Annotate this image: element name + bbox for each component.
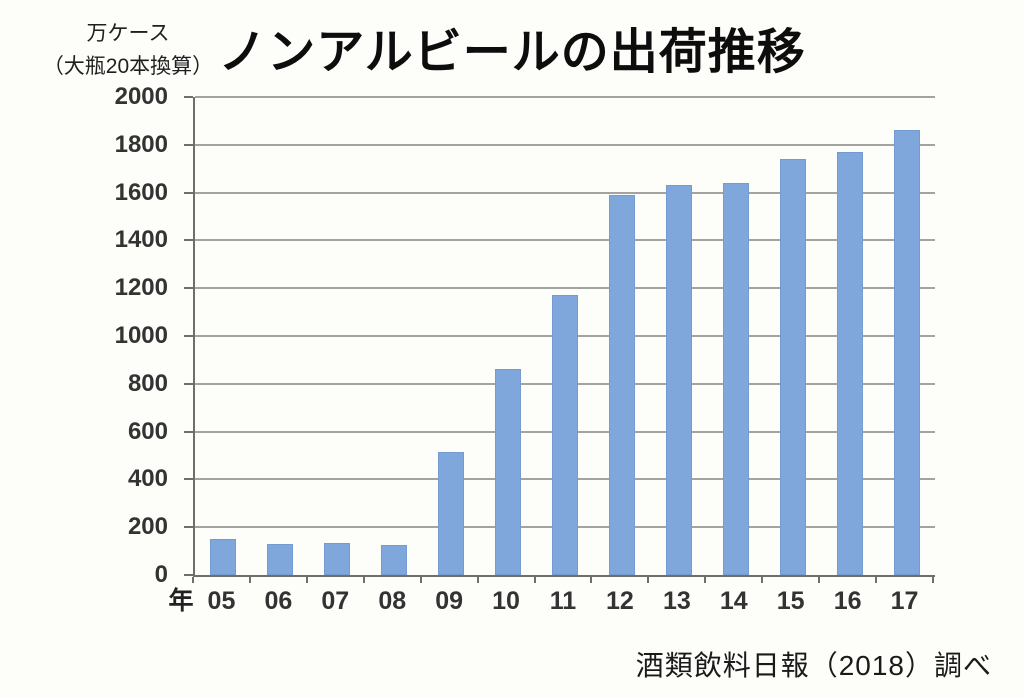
bar-05 [210, 539, 237, 575]
x-tick-7 [590, 577, 593, 583]
x-tick-label-06: 06 [264, 587, 293, 615]
x-tick-label-09: 09 [435, 587, 464, 615]
gridline-1800 [195, 143, 935, 146]
y-tick-200 [184, 526, 193, 529]
gridline-1600 [195, 191, 935, 194]
y-axis-unit-line2: （大瓶20本換算） [42, 54, 214, 78]
chart-title: ノンアルビールの出荷推移 [218, 26, 806, 79]
x-tick-label-15: 15 [776, 587, 805, 615]
y-tick-label-1600: 1600 [114, 178, 168, 206]
x-tick-label-05: 05 [207, 587, 236, 615]
y-axis-ticks [184, 96, 193, 576]
y-tick-1600 [184, 191, 193, 194]
gridline-1200 [195, 287, 935, 290]
y-tick-800 [184, 382, 193, 385]
y-tick-label-1400: 1400 [114, 226, 168, 254]
bar-11 [552, 295, 578, 575]
y-tick-1800 [184, 143, 193, 146]
y-tick-600 [184, 430, 193, 433]
y-tick-label-600: 600 [127, 417, 168, 445]
x-tick-label-16: 16 [833, 587, 862, 615]
bar-12 [608, 195, 635, 575]
y-axis-unit-label: 万ケース （大瓶20本換算） [24, 18, 232, 83]
x-tick-label-17: 17 [890, 587, 919, 615]
y-tick-1400 [184, 239, 193, 242]
x-tick-label-12: 12 [606, 587, 634, 615]
y-tick-2000 [184, 96, 193, 98]
y-tick-400 [184, 478, 193, 481]
x-tick-9 [704, 577, 707, 583]
x-tick-label-11: 11 [549, 587, 577, 615]
x-tick-label-13: 13 [662, 587, 691, 615]
x-tick-12 [875, 577, 878, 583]
x-tick-label-07: 07 [321, 587, 350, 615]
bar-16 [836, 151, 863, 575]
bar-09 [438, 451, 465, 575]
x-tick-10 [761, 577, 764, 583]
x-tick-label-14: 14 [719, 587, 748, 615]
x-tick-13 [932, 577, 934, 583]
y-tick-label-0: 0 [154, 561, 168, 588]
bar-13 [665, 185, 692, 575]
x-tick-6 [533, 577, 536, 583]
y-tick-0 [184, 574, 193, 576]
bar-10 [495, 369, 522, 575]
bar-06 [267, 543, 294, 575]
gridline-2000 [195, 96, 935, 98]
y-tick-label-800: 800 [127, 369, 168, 397]
y-tick-labels: 0 200 400 600 800 1000 1200 1400 1600 1800 2000 [90, 85, 178, 587]
bar-15 [779, 159, 806, 575]
y-tick-1000 [184, 335, 193, 337]
bar-08 [381, 545, 408, 575]
x-tick-labels: 年 05 06 07 08 09 10 11 12 13 14 15 16 17 [168, 587, 933, 620]
y-tick-label-1200: 1200 [114, 274, 168, 302]
gridline-1400 [195, 239, 935, 242]
x-axis-ticks [192, 577, 934, 584]
y-tick-1200 [184, 287, 193, 290]
y-tick-label-1000: 1000 [114, 322, 168, 349]
bar-07 [324, 542, 351, 575]
source-note: 酒類飲料日報（2018）調べ [635, 650, 992, 681]
y-tick-label-400: 400 [127, 465, 168, 493]
x-tick-4 [419, 577, 422, 583]
x-tick-label-08: 08 [378, 587, 407, 615]
bar-17 [893, 130, 920, 575]
x-tick-8 [647, 577, 650, 583]
bar-14 [722, 183, 749, 575]
x-tick-0 [192, 577, 194, 583]
y-tick-label-2000: 2000 [114, 83, 168, 110]
y-tick-label-200: 200 [127, 513, 168, 541]
y-axis-unit-line1: 万ケース [86, 22, 170, 45]
plot-area [193, 96, 935, 577]
y-tick-label-1800: 1800 [114, 130, 168, 158]
x-tick-1 [248, 577, 251, 583]
x-tick-5 [476, 577, 479, 583]
x-tick-2 [305, 577, 308, 583]
x-tick-label-10: 10 [492, 587, 520, 615]
x-tick-3 [362, 577, 365, 583]
x-axis-prefix-label: 年 [168, 587, 194, 615]
x-tick-11 [818, 577, 821, 583]
